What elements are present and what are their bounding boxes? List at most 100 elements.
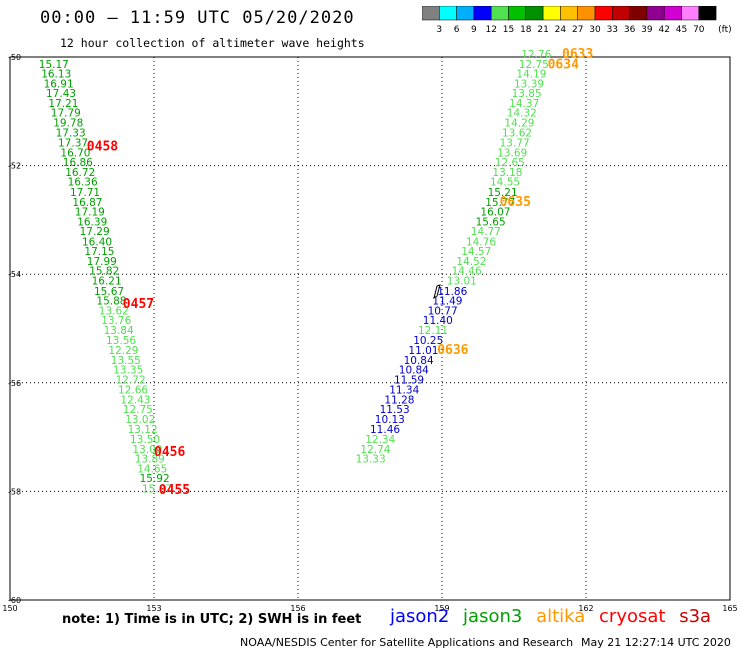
wave-height-label-west: 13.12 [128, 424, 158, 436]
wave-height-label-east: 10.13 [375, 414, 405, 426]
satellite-legend: jason2 jason3 altika cryosat s3a [390, 606, 719, 627]
timestamp: May 21 12:27:14 UTC 2020 [581, 636, 731, 649]
wave-height-label-west: 16.40 [82, 236, 112, 248]
wave-height-label-west: 12.72 [116, 374, 146, 386]
legend-swatch [698, 6, 717, 21]
legend-tick-label: 42 [658, 25, 669, 35]
legend-tick-label: 33 [607, 25, 618, 35]
wave-height-label-west: 15.87 [142, 483, 172, 495]
wave-height-label-west: 17.33 [56, 127, 86, 139]
wave-height-label-east: 12.11 [418, 325, 448, 337]
wave-height-label-east: 13.77 [500, 138, 530, 150]
x-tick-label: 165 [722, 604, 737, 613]
wave-height-label-east: 15.21 [488, 187, 518, 199]
wave-height-label-east: 12.74 [360, 444, 390, 456]
wave-height-label-east: 12.65 [495, 157, 525, 169]
wave-height-label-west: 16.39 [77, 216, 107, 228]
y-tick-label: -60 [8, 596, 21, 605]
legend-tick-label: 70 [693, 25, 705, 35]
legend-tick-label: 9 [471, 25, 477, 35]
wave-height-label-east: 14.19 [516, 69, 546, 81]
color-scale-legend: 3 6 9 12 15 18 21 24 27 30 33 36 39 42 45 70 (ft) [422, 6, 732, 35]
wave-height-label-west: 17.71 [70, 187, 100, 199]
wave-height-label-west: 13.50 [130, 434, 160, 446]
satellite-jason3: jason3 [463, 606, 523, 627]
wave-height-label-west: 17.29 [80, 226, 110, 238]
wave-height-label-east: 11.46 [370, 424, 400, 436]
wave-height-label-east: 10.84 [404, 355, 434, 367]
legend-tick-label: 27 [572, 25, 583, 35]
wave-height-label-east: 15.77 [485, 197, 515, 209]
plot-frame [9, 56, 731, 601]
footer-note: note: 1) Time is in UTC; 2) SWH is in fe… [62, 612, 362, 627]
wave-height-label-west: 16.87 [72, 197, 102, 209]
time-label: 0456 [154, 445, 185, 460]
wave-height-label-east: 11.01 [408, 345, 438, 357]
wave-height-label-west: 16.70 [60, 147, 90, 159]
y-tick-label: -58 [8, 487, 21, 496]
wave-height-label-west: 15.92 [140, 473, 170, 485]
legend-tick-label: 21 [537, 25, 548, 35]
wave-height-label-east: 11.40 [423, 315, 453, 327]
time-label: 0633 [562, 47, 593, 62]
wave-height-label-east: 12.75 [519, 59, 549, 71]
wave-height-label-west: 12.43 [120, 394, 150, 406]
wave-height-label-west: 13.02 [125, 414, 155, 426]
y-tick-label: -52 [8, 162, 21, 171]
y-tick-label: -50 [8, 53, 21, 62]
legend-unit-label: (ft) [718, 25, 732, 35]
legend-tick-label: 12 [485, 25, 496, 35]
wave-height-label-west: 16.91 [44, 78, 74, 90]
legend-tick-label: 18 [520, 25, 532, 35]
time-label: 0458 [87, 139, 118, 154]
wave-height-label-west: 16.21 [92, 276, 122, 288]
wave-height-label-east: 16.07 [480, 207, 510, 219]
wave-height-label-east: 11.49 [432, 296, 462, 308]
wave-height-label-east: 14.57 [461, 246, 491, 258]
x-tick-label: 150 [2, 604, 17, 613]
legend-tick-label: 3 [436, 25, 442, 35]
wave-height-label-east: 14.32 [507, 108, 537, 120]
wave-height-label-west: 12.66 [118, 385, 148, 397]
wave-height-label-west: 16.86 [63, 157, 93, 169]
wave-height-label-west: 12.29 [108, 345, 138, 357]
wave-height-label-east: 14.37 [509, 98, 539, 110]
wave-height-label-east: 15.65 [476, 216, 506, 228]
wave-height-label-east: 14.52 [456, 256, 486, 268]
wave-height-label-west: 19.78 [53, 118, 83, 130]
wave-height-label-west: 13.89 [135, 454, 165, 466]
wave-height-label-west: 13.62 [99, 305, 129, 317]
legend-tick-label: 36 [624, 25, 636, 35]
wave-height-label-west: 15.82 [89, 266, 119, 278]
wave-height-label-west: 16.72 [65, 167, 95, 179]
wave-height-label-east: 11.59 [394, 374, 424, 386]
x-tick-label: 153 [146, 604, 161, 613]
wave-height-label-east: 11.28 [384, 394, 414, 406]
x-tick-label: 156 [290, 604, 305, 613]
legend-tick-label: 6 [454, 25, 460, 35]
wave-height-label-west: 16.36 [68, 177, 98, 189]
wave-height-label-west: 15.67 [94, 286, 124, 298]
satellite-cryosat: cryosat [599, 606, 666, 627]
wave-height-label-east: 13.01 [447, 276, 477, 288]
wave-height-label-west: 14.65 [137, 463, 167, 475]
time-label: 0457 [123, 297, 154, 312]
wave-height-label-east: 10.77 [428, 305, 458, 317]
wave-height-label-west: 17.99 [87, 256, 117, 268]
wave-height-label-west: 12.75 [123, 404, 153, 416]
wave-height-label-west: 13.76 [101, 315, 131, 327]
wave-height-label-east: 14.55 [490, 177, 520, 189]
time-label: 0635 [500, 195, 531, 210]
wave-height-label-east: 11.86 [437, 286, 467, 298]
island-outline [433, 284, 441, 300]
y-tick-label: -54 [8, 270, 21, 279]
wave-height-label-west: 13.56 [106, 335, 136, 347]
wave-height-label-east: 11.34 [389, 385, 419, 397]
wave-height-label-east: 13.69 [497, 147, 527, 159]
legend-tick-label: 39 [641, 25, 653, 35]
x-tick-label: 159 [434, 604, 449, 613]
x-tick-label: 162 [578, 604, 593, 613]
time-label: 0636 [437, 343, 468, 358]
wave-height-label-east: 11.53 [380, 404, 410, 416]
y-tick-label: -56 [8, 379, 21, 388]
